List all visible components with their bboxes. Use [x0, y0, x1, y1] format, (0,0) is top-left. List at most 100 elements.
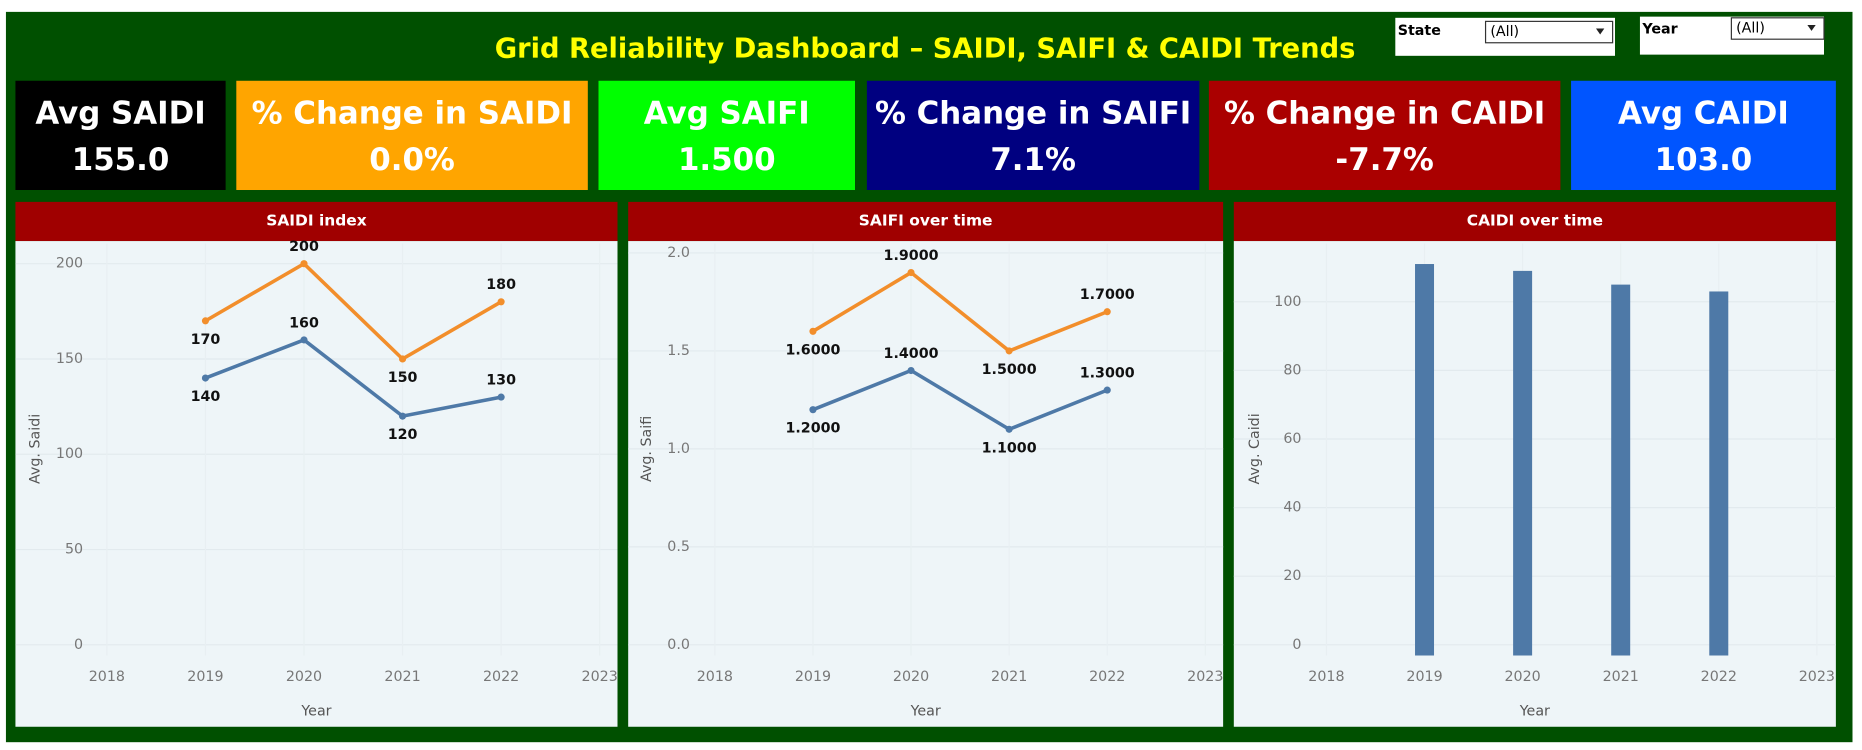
kpi-value: 103.0	[1655, 142, 1753, 178]
kpi-label: % Change in CAIDI	[1224, 96, 1545, 132]
dropdown-arrow	[1596, 28, 1605, 35]
data-label: 1.9000	[884, 248, 939, 264]
data-label: 1.2000	[785, 421, 840, 437]
x-axis-title: Year	[300, 703, 331, 719]
point	[201, 374, 209, 382]
panel-header	[15, 201, 618, 242]
x-tick-label: 2023	[1187, 669, 1223, 685]
data-label: 1.3000	[1080, 365, 1135, 381]
kpi-card	[1571, 80, 1836, 191]
chart-title: SAIFI over time	[859, 211, 993, 229]
data-label: 140	[191, 389, 221, 405]
plot-background	[1233, 241, 1836, 727]
filter-value[interactable]: (All)	[1736, 21, 1765, 37]
x-tick-label: 2023	[1799, 669, 1835, 685]
x-tick-label: 2022	[1089, 669, 1125, 685]
y-tick-label: 100	[56, 446, 83, 462]
data-label: 160	[289, 315, 319, 331]
data-label: 180	[486, 277, 516, 293]
filter-label: Year	[1641, 22, 1677, 38]
y-tick-label: 0.0	[667, 637, 690, 653]
kpi-card	[15, 80, 226, 191]
line	[812, 270, 1108, 353]
y-tick-label: 0	[1292, 637, 1301, 653]
bar	[1611, 284, 1631, 656]
kpi-value: 1.500	[678, 142, 776, 178]
x-tick-label: 2020	[1504, 669, 1540, 685]
data-label: 170	[191, 332, 221, 348]
kpi-card	[866, 80, 1200, 191]
panel-header	[628, 201, 1224, 242]
bar	[1709, 291, 1729, 656]
point	[300, 260, 308, 268]
line	[204, 337, 502, 419]
point	[1103, 386, 1111, 394]
dashboard-title: Grid Reliability Dashboard – SAIDI, SAIF…	[495, 33, 1356, 64]
kpi-card	[1208, 80, 1561, 191]
kpi-label: % Change in SAIDI	[252, 96, 573, 132]
kpi-value: -7.7%	[1335, 142, 1433, 178]
data-label: 1.1000	[982, 440, 1037, 456]
data-label: 1.6000	[785, 342, 840, 358]
kpi-card	[598, 80, 855, 191]
y-axis-title: Avg. Saifi	[639, 416, 655, 482]
y-tick-label: 20	[1283, 568, 1301, 584]
plot-background	[15, 241, 618, 727]
kpi-label: % Change in SAIFI	[875, 96, 1191, 132]
point	[201, 317, 209, 325]
x-tick-label: 2019	[795, 669, 831, 685]
data-label: 1.4000	[884, 346, 939, 362]
plot-background	[628, 241, 1224, 727]
y-axis-title: Avg. Caidi	[1247, 413, 1263, 484]
x-tick-label: 2022	[1701, 669, 1737, 685]
chart-title: CAIDI over time	[1467, 211, 1603, 229]
y-tick-label: 80	[1283, 362, 1301, 378]
kpi-value: 155.0	[72, 142, 170, 178]
y-tick-label: 40	[1283, 500, 1301, 516]
x-tick-label: 2019	[1406, 669, 1442, 685]
data-label: 120	[388, 427, 418, 443]
x-tick-label: 2021	[1603, 669, 1639, 685]
x-tick-label: 2018	[1308, 669, 1344, 685]
data-label: 200	[289, 239, 319, 255]
point	[809, 327, 817, 335]
data-label: 150	[388, 370, 418, 386]
kpi-label: Avg SAIDI	[35, 96, 205, 132]
bar	[1513, 270, 1533, 656]
x-tick-label: 2018	[697, 669, 733, 685]
filter-value[interactable]: (All)	[1490, 24, 1519, 40]
point	[1005, 347, 1013, 355]
x-tick-label: 2020	[286, 669, 322, 685]
line	[204, 261, 503, 362]
kpi-value: 7.1%	[990, 142, 1076, 178]
point	[907, 268, 915, 277]
kpi-value: 0.0%	[369, 142, 455, 178]
dropdown-arrow	[1807, 24, 1816, 31]
point	[1103, 308, 1111, 316]
x-axis-title: Year	[910, 703, 941, 719]
x-tick-label: 2023	[582, 669, 618, 685]
chart-title: SAIDI index	[266, 211, 366, 229]
x-tick-label: 2018	[89, 669, 125, 685]
filter-dropdown[interactable]	[1730, 17, 1825, 40]
point	[497, 393, 505, 401]
x-tick-label: 2020	[893, 669, 929, 685]
y-tick-label: 1.5	[667, 343, 690, 359]
y-axis-title: Avg. Saidi	[28, 414, 44, 484]
data-label: 1.5000	[982, 362, 1037, 378]
kpi-label: Avg SAIFI	[644, 96, 810, 132]
panel-header	[1233, 201, 1836, 242]
y-tick-label: 200	[56, 256, 83, 272]
data-label: 130	[486, 372, 516, 388]
x-tick-label: 2021	[384, 669, 420, 685]
y-tick-label: 100	[1274, 294, 1301, 310]
kpi-card	[236, 80, 588, 191]
line	[812, 368, 1108, 432]
point	[399, 412, 407, 420]
filter-dropdown[interactable]	[1484, 20, 1614, 44]
x-tick-label: 2021	[991, 669, 1027, 685]
point	[1005, 425, 1013, 433]
y-tick-label: 60	[1283, 431, 1301, 447]
y-tick-label: 2.0	[667, 245, 690, 261]
